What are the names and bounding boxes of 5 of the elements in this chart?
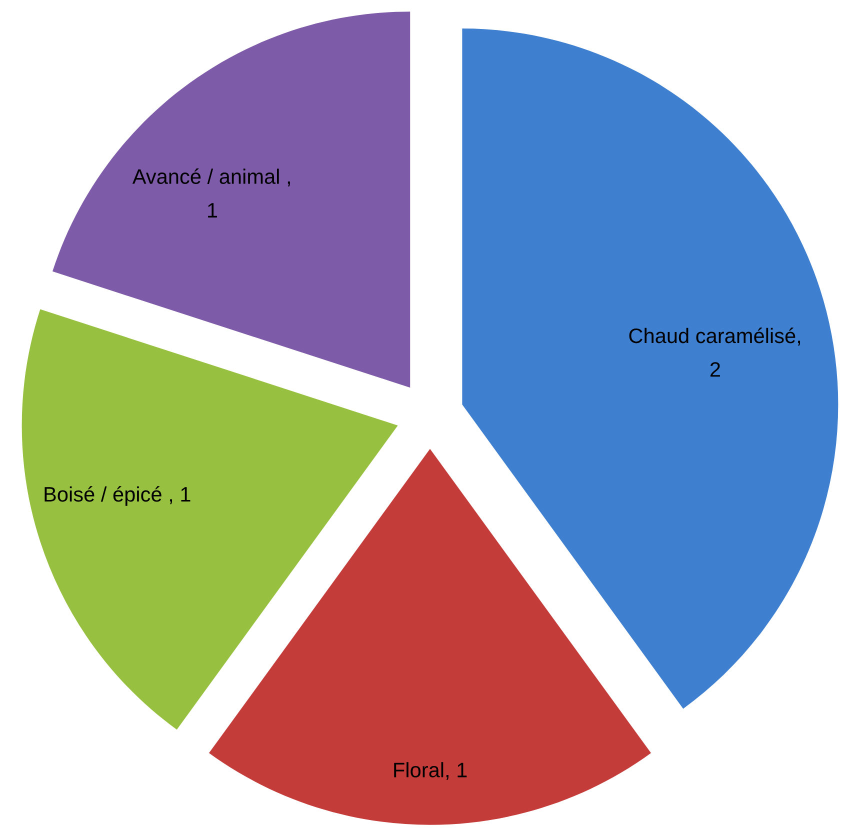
data-label: , 1 <box>446 762 467 780</box>
slice-label: Floral <box>394 762 444 778</box>
data-label: , 1 <box>170 487 190 504</box>
slice-label: Boisé / épicé <box>44 486 162 506</box>
slice-label: Avancé / animal <box>132 168 279 184</box>
